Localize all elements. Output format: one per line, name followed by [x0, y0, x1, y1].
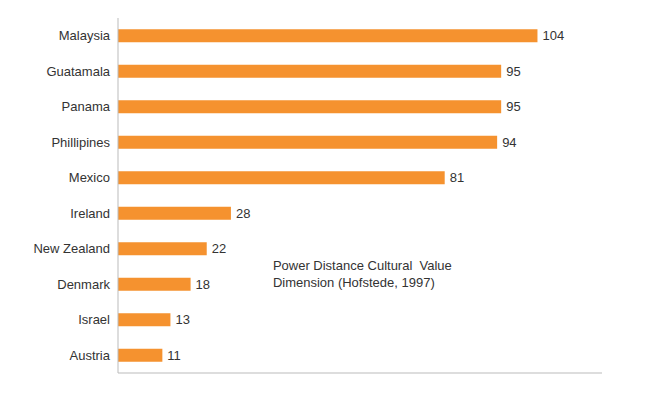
svg-text:22: 22: [212, 241, 226, 256]
svg-text:11: 11: [167, 348, 181, 363]
html-text:Power Distance Cultural Value: Power Distance Cultural Value Dimension …: [272, 258, 452, 290]
svg-text:New Zealand: New Zealand: [33, 241, 110, 256]
svg-text:95: 95: [506, 64, 520, 79]
svg-text:81: 81: [450, 170, 464, 185]
svg-text:Mexico: Mexico: [69, 170, 110, 185]
svg-text:13: 13: [175, 312, 189, 327]
svg-text:Israel: Israel: [78, 312, 110, 327]
svg-text:18: 18: [196, 277, 210, 292]
svg-text:Panama: Panama: [62, 99, 111, 114]
svg-text:28: 28: [236, 206, 250, 221]
svg-text:Denmark: Denmark: [57, 277, 110, 292]
svg-text:Malaysia: Malaysia: [59, 28, 111, 43]
svg-text:Phillipines: Phillipines: [51, 135, 110, 150]
svg-text:Guatamala: Guatamala: [46, 64, 110, 79]
svg-text:Ireland: Ireland: [70, 206, 110, 221]
svg-text:104: 104: [542, 28, 564, 43]
svg-text:95: 95: [506, 99, 520, 114]
svg-text:Austria: Austria: [70, 348, 111, 363]
svg-text:94: 94: [502, 135, 516, 150]
